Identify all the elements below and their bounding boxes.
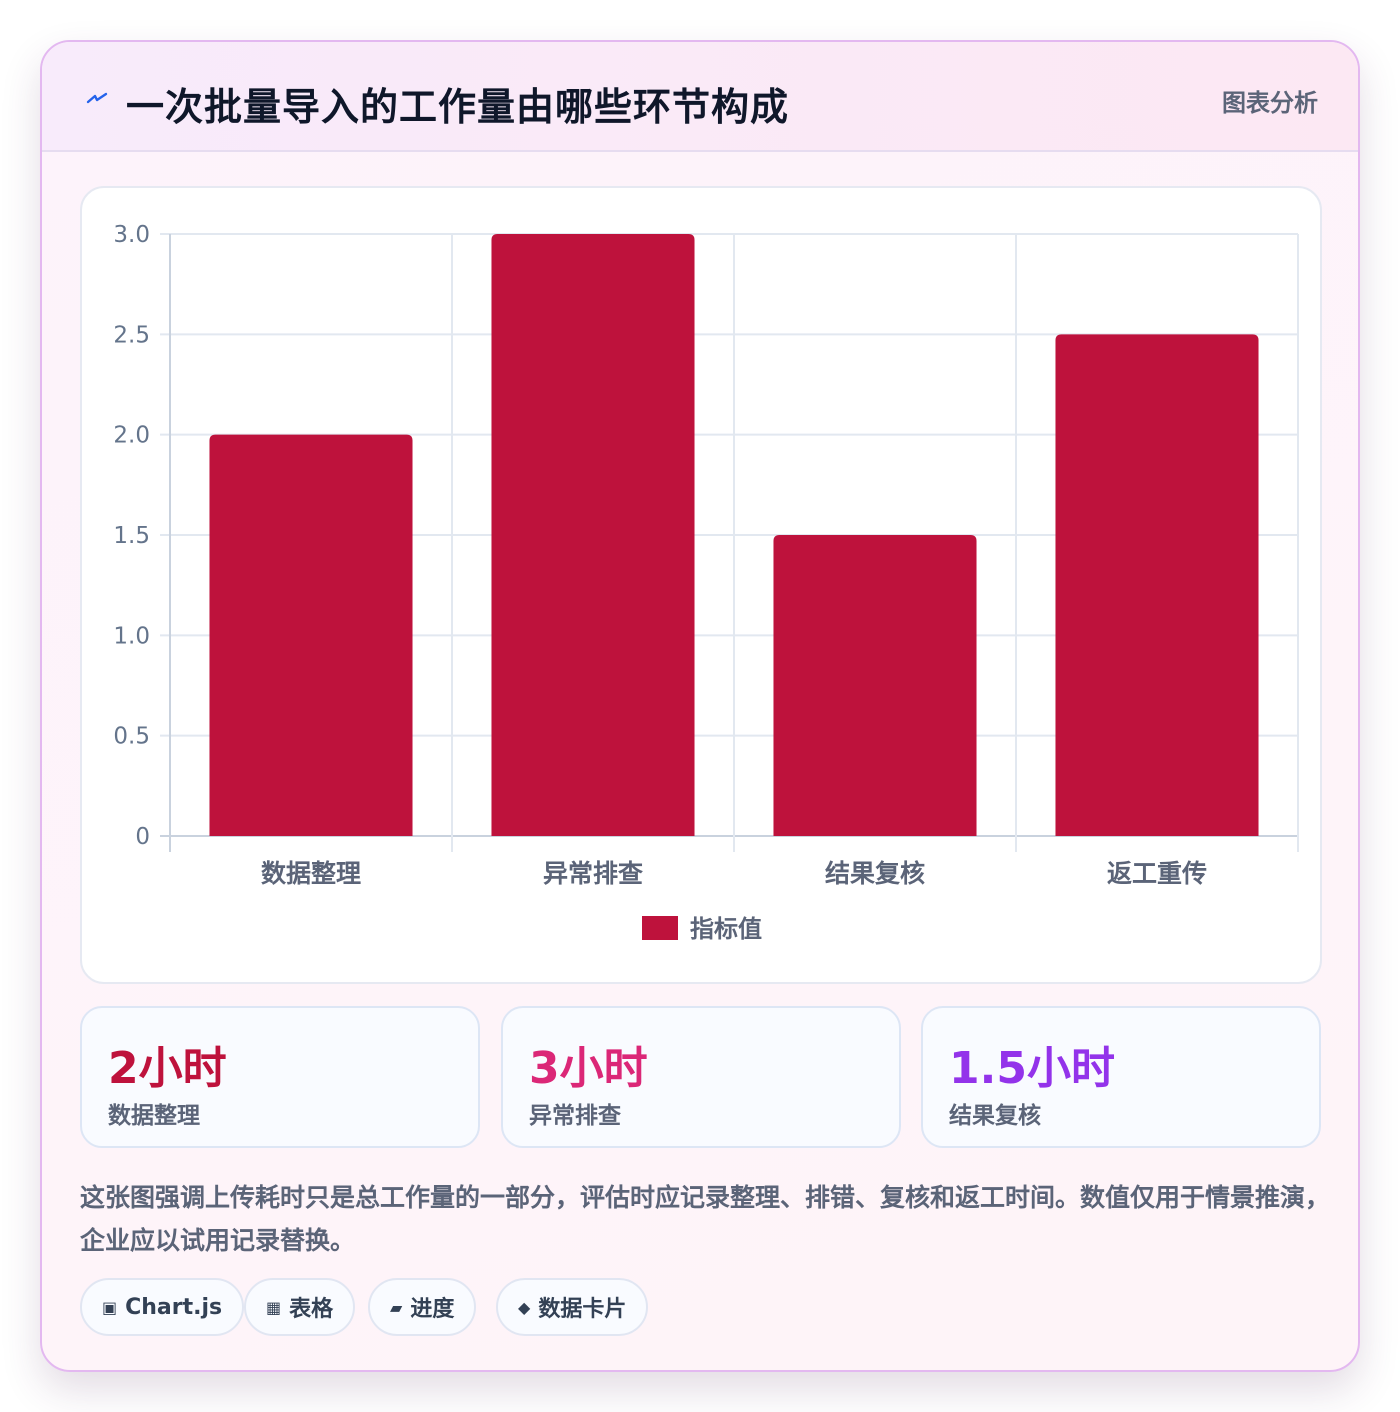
bar bbox=[1055, 334, 1259, 836]
bar bbox=[209, 434, 413, 836]
tag-table[interactable]: ▦ 表格 bbox=[244, 1278, 356, 1336]
y-tick-label: 2.5 bbox=[113, 322, 150, 348]
tag-label: 数据卡片 bbox=[538, 1297, 627, 1322]
stat-card-troubleshooting: 3小时 异常排查 bbox=[501, 1006, 901, 1148]
stat-card-data-prep: 2小时 数据整理 bbox=[80, 1006, 480, 1148]
y-tick-label: 0.5 bbox=[113, 724, 150, 750]
legend-label: 指标值 bbox=[690, 915, 762, 943]
stat-value: 1.5小时 bbox=[949, 1043, 1115, 1094]
legend-swatch bbox=[642, 916, 678, 940]
tag-label: 表格 bbox=[289, 1297, 334, 1322]
chart-icon: ▣ bbox=[102, 1297, 118, 1317]
bar bbox=[773, 535, 977, 836]
page-title: 一次批量导入的工作量由哪些环节构成 bbox=[126, 85, 790, 129]
tag-label: 进度 bbox=[410, 1297, 455, 1322]
lightning-icon bbox=[86, 92, 108, 104]
x-tick-label: 结果复核 bbox=[825, 859, 925, 888]
stat-value: 3小时 bbox=[529, 1043, 648, 1094]
bar bbox=[491, 234, 695, 836]
y-tick-label: 1.0 bbox=[113, 623, 150, 649]
x-tick-label: 异常排查 bbox=[543, 859, 643, 888]
stat-label: 结果复核 bbox=[949, 1103, 1041, 1129]
header-tag: 图表分析 bbox=[1222, 89, 1318, 117]
stat-label: 数据整理 bbox=[108, 1103, 200, 1129]
x-tick-label: 返工重传 bbox=[1107, 859, 1207, 888]
chart-panel: 0 0.5 1.0 1.5 2.0 2.5 3.0 数据整理 异常排查 结果复核 返工重传指标值 bbox=[80, 186, 1322, 984]
stat-card-review: 1.5小时 结果复核 bbox=[921, 1006, 1321, 1148]
chart-note: 这张图强调上传耗时只是总工作量的一部分，评估时应记录整理、排错、复核和返工时间。… bbox=[80, 1183, 1331, 1255]
tag-data-card[interactable]: ◆ 数据卡片 bbox=[496, 1278, 649, 1336]
progress-icon: ▰ bbox=[390, 1297, 403, 1317]
y-tick-label: 2.0 bbox=[113, 423, 150, 449]
stat-label: 异常排查 bbox=[529, 1103, 621, 1129]
data-card-icon: ◆ bbox=[518, 1297, 531, 1317]
table-icon: ▦ bbox=[266, 1297, 282, 1317]
stat-value: 2小时 bbox=[108, 1043, 227, 1094]
y-tick-label: 0 bbox=[135, 824, 150, 850]
chart-card: 一次批量导入的工作量由哪些环节构成 图表分析 0 0.5 1.0 1.5 2.0 2.5 3… bbox=[40, 40, 1360, 1372]
tag-chartjs[interactable]: ▣ Chart.js bbox=[80, 1278, 245, 1336]
x-tick-label: 数据整理 bbox=[261, 859, 361, 888]
tag-progress[interactable]: ▰ 进度 bbox=[368, 1278, 477, 1336]
card-header: 一次批量导入的工作量由哪些环节构成 图表分析 bbox=[42, 42, 1358, 152]
y-tick-label: 3.0 bbox=[113, 222, 150, 248]
tag-label: Chart.js bbox=[125, 1294, 223, 1320]
y-tick-label: 1.5 bbox=[113, 523, 150, 549]
